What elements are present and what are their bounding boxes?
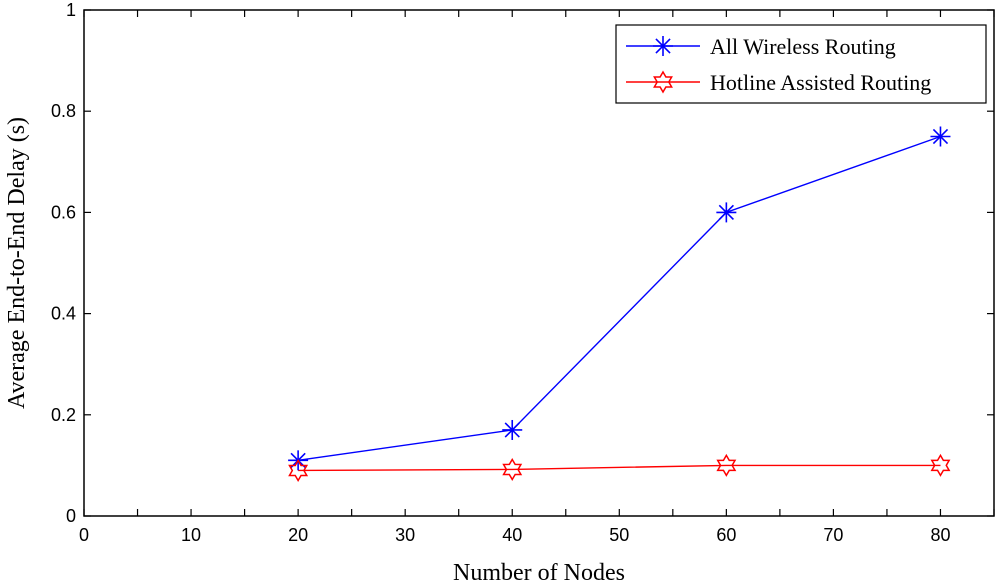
legend: All Wireless Routing Hotline Assisted Rou… — [615, 24, 987, 104]
legend-marker — [653, 36, 673, 56]
y-tick-label: 0.4 — [51, 304, 76, 324]
x-tick-label: 70 — [823, 525, 843, 545]
data-point — [288, 458, 309, 482]
marker-stroke — [932, 128, 949, 145]
x-tick-label: 20 — [288, 525, 308, 545]
x-tick-label: 0 — [79, 525, 89, 545]
y-axis-title: Average End-to-End Delay (s) — [4, 117, 30, 409]
y-tick-label: 0.6 — [51, 202, 76, 222]
marker-stroke — [718, 204, 734, 221]
legend-label: Hotline Assisted Routing — [710, 70, 931, 95]
x-tick-label: 30 — [395, 525, 415, 545]
y-tick-label: 0.8 — [51, 101, 76, 121]
data-point — [502, 457, 523, 481]
legend-box — [615, 24, 987, 104]
data-point — [716, 202, 737, 223]
marker-stroke — [504, 422, 520, 438]
x-axis: 0 10 20 30 40 50 60 70 80 — [79, 10, 995, 545]
data-point — [502, 419, 523, 440]
legend-marker — [653, 70, 673, 94]
x-axis-title: Number of Nodes — [453, 560, 625, 582]
data-point — [930, 126, 951, 147]
marker-stroke — [655, 38, 671, 54]
x-tick-label: 60 — [716, 525, 736, 545]
x-tick-label: 10 — [181, 525, 201, 545]
x-tick-label: 80 — [930, 525, 950, 545]
x-tick-label: 40 — [502, 525, 522, 545]
y-tick-label: 1 — [66, 0, 76, 20]
series-line-1 — [298, 464, 941, 472]
legend-label: All Wireless Routing — [710, 34, 896, 59]
x-tick-label: 50 — [609, 525, 629, 545]
data-point — [716, 453, 737, 477]
y-tick-label: 0 — [66, 506, 76, 526]
y-axis: 0 0.2 0.4 0.6 0.8 1 — [51, 0, 994, 526]
series-lines — [298, 135, 941, 472]
series-line-0 — [298, 135, 941, 462]
data-point — [930, 453, 951, 477]
series-markers — [288, 126, 951, 482]
y-tick-label: 0.2 — [51, 405, 76, 425]
